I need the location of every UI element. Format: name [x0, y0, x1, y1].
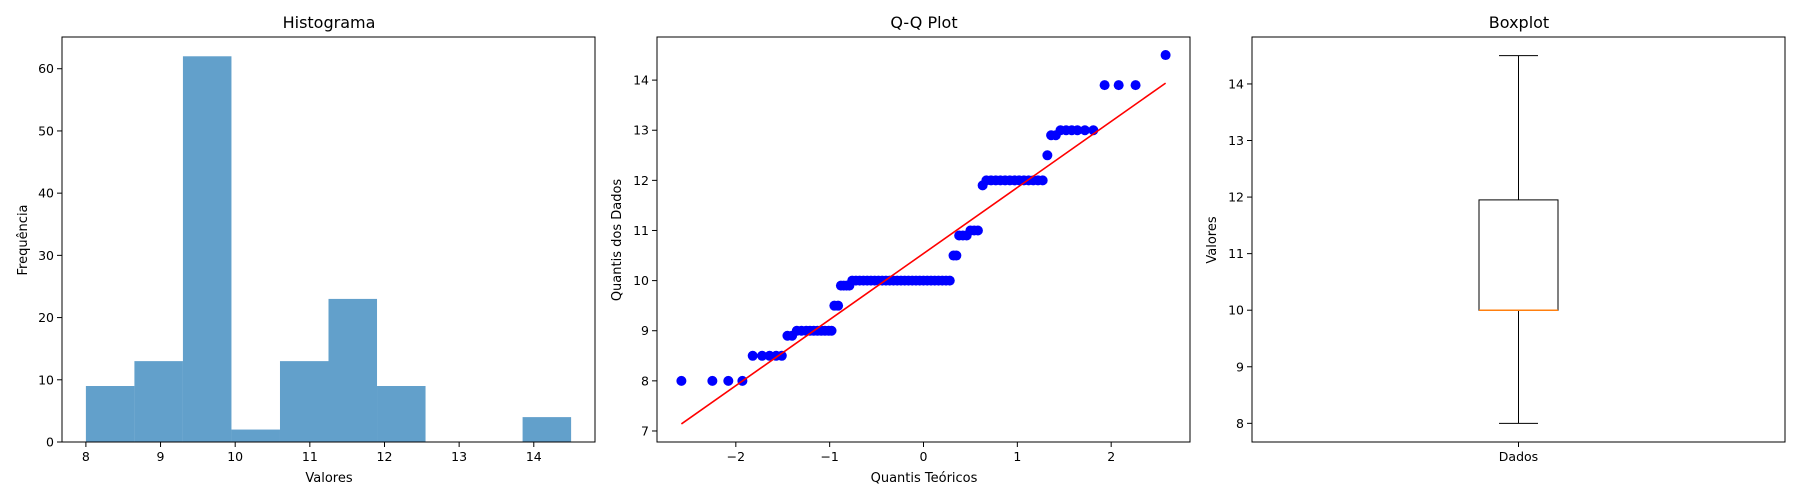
qq-plot-y-tick-label: 12	[633, 173, 649, 188]
histogram-x-tick-label: 13	[451, 449, 467, 464]
qq-plot-point	[951, 250, 962, 261]
histogram-y-label: Frequência	[16, 204, 31, 275]
qq-plot-point	[1113, 80, 1124, 91]
qq-plot-y-tick-label: 13	[633, 123, 649, 138]
qq-plot-point	[723, 375, 734, 386]
histogram-x-tick-label: 14	[526, 449, 542, 464]
qq-plot-x-tick-label: 1	[1013, 449, 1021, 464]
qq-plot-y-tick-label: 14	[633, 73, 649, 88]
boxplot-y-tick-label: 12	[1228, 190, 1244, 205]
histogram-bar	[328, 298, 378, 442]
qq-plot-point	[1042, 150, 1053, 161]
histogram-x-tick-label: 8	[82, 449, 90, 464]
qq-plot-point	[1037, 175, 1048, 186]
qq-plot-point	[1130, 80, 1141, 91]
histogram-bar	[182, 56, 232, 443]
histogram-x-tick-label: 11	[302, 449, 318, 464]
histogram-panel: Histograma 8 9 10 11 12 13 14 0 10 20 30 40 50 60 Va…	[16, 13, 596, 486]
histogram-x-label: Valores	[305, 471, 352, 486]
qq-plot-point	[747, 350, 758, 361]
boxplot-title: Boxplot	[1489, 13, 1549, 32]
qq-plot-y-tick-label: 11	[633, 223, 649, 238]
histogram-y-tick-label: 0	[46, 435, 54, 450]
qq-plot-point	[944, 275, 955, 286]
boxplot-box	[1478, 55, 1559, 424]
qq-plot-y-label: Quantis dos Dados	[610, 179, 625, 302]
histogram-bar	[231, 429, 280, 442]
histogram-title: Histograma	[283, 13, 376, 32]
qq-plot-point	[757, 350, 768, 361]
qq-plot-points	[676, 50, 1171, 386]
boxplot-y-ticks: 8 9 10 11 12 13 14	[1228, 76, 1252, 431]
boxplot-iqr-box	[1478, 199, 1559, 311]
boxplot-category-label: Dados	[1499, 449, 1538, 464]
boxplot-frame	[1251, 36, 1786, 443]
qq-plot-title: Q-Q Plot	[890, 13, 957, 32]
qq-plot-y-tick-label: 10	[633, 273, 649, 288]
histogram-bar	[85, 386, 135, 442]
qq-plot-point	[833, 300, 844, 311]
qq-plot-point	[1079, 125, 1090, 136]
qq-plot-point	[707, 375, 718, 386]
qq-plot-point	[1099, 80, 1110, 91]
histogram-x-tick-label: 9	[157, 449, 165, 464]
qq-plot-x-tick-label: −1	[820, 449, 838, 464]
histogram-bar	[134, 361, 183, 442]
qq-plot-x-tick-label: 2	[1107, 449, 1115, 464]
histogram-x-tick-label: 12	[377, 449, 393, 464]
histogram-x-tick-label: 10	[227, 449, 243, 464]
qq-plot-point	[1072, 125, 1083, 136]
boxplot-y-tick-label: 10	[1228, 303, 1244, 318]
qq-plot-point	[1160, 50, 1171, 61]
qq-plot-x-label: Quantis Teóricos	[871, 471, 978, 486]
histogram-y-tick-label: 30	[38, 248, 54, 263]
boxplot-y-tick-label: 11	[1228, 246, 1244, 261]
qq-plot-x-tick-label: −2	[727, 449, 745, 464]
boxplot-y-tick-label: 13	[1228, 133, 1244, 148]
qq-plot-x-ticks: −2 −1 0 1 2	[727, 442, 1115, 464]
boxplot-y-tick-label: 14	[1228, 76, 1244, 91]
histogram-bar	[279, 361, 329, 442]
boxplot-y-tick-label: 8	[1236, 416, 1244, 431]
qq-plot-point	[826, 325, 837, 336]
qq-plot-x-tick-label: 0	[920, 449, 928, 464]
histogram-bars	[85, 56, 572, 443]
histogram-y-tick-label: 20	[38, 310, 54, 325]
histogram-x-ticks: 8 9 10 11 12 13 14	[82, 442, 542, 464]
histogram-frame	[61, 36, 596, 443]
histogram-bar	[377, 386, 426, 442]
histogram-y-tick-label: 50	[38, 123, 54, 138]
boxplot-panel: Boxplot 8 9 10 11 12 13 14 Dados Valores	[1205, 13, 1786, 464]
boxplot-y-label: Valores	[1205, 216, 1220, 263]
qq-plot-y-ticks: 7 8 9 10 11 12 13 14	[633, 73, 657, 438]
qq-plot-point	[676, 375, 687, 386]
histogram-y-tick-label: 40	[38, 186, 54, 201]
qq-plot-point	[776, 350, 787, 361]
boxplot-x-ticks: Dados	[1499, 442, 1538, 464]
boxplot-y-tick-label: 9	[1236, 359, 1244, 374]
qq-plot-y-tick-label: 8	[641, 373, 649, 388]
histogram-bar	[522, 417, 572, 442]
qq-plot-point	[972, 225, 983, 236]
histogram-y-tick-label: 60	[38, 61, 54, 76]
histogram-y-tick-label: 10	[38, 372, 54, 387]
qq-plot-y-tick-label: 7	[641, 423, 649, 438]
qq-plot-fit-line	[680, 82, 1167, 425]
histogram-y-ticks: 0 10 20 30 40 50 60	[38, 61, 62, 450]
qq-plot-frame	[656, 36, 1191, 443]
qq-plot-y-tick-label: 9	[641, 323, 649, 338]
